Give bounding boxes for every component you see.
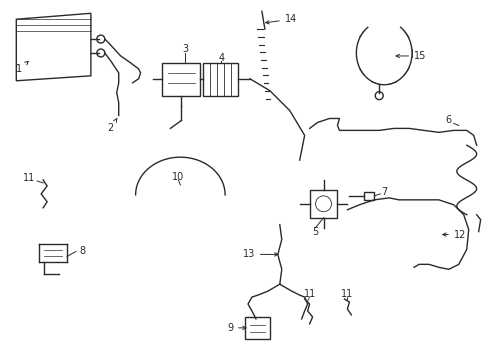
Text: 7: 7 (380, 187, 386, 197)
Text: 11: 11 (341, 289, 353, 299)
Text: 9: 9 (226, 323, 245, 333)
Text: 5: 5 (312, 226, 318, 237)
Text: 8: 8 (80, 247, 86, 256)
Text: 2: 2 (107, 118, 117, 134)
Text: 14: 14 (265, 14, 296, 24)
Text: 6: 6 (445, 116, 451, 126)
Text: 4: 4 (218, 53, 224, 63)
Text: 10: 10 (172, 172, 184, 182)
Text: 13: 13 (242, 249, 277, 260)
Text: 12: 12 (442, 230, 465, 239)
Text: 3: 3 (182, 44, 188, 54)
Text: 11: 11 (23, 173, 35, 183)
Text: 11: 11 (303, 289, 315, 299)
Text: 15: 15 (395, 51, 426, 61)
Text: 1: 1 (16, 62, 28, 74)
